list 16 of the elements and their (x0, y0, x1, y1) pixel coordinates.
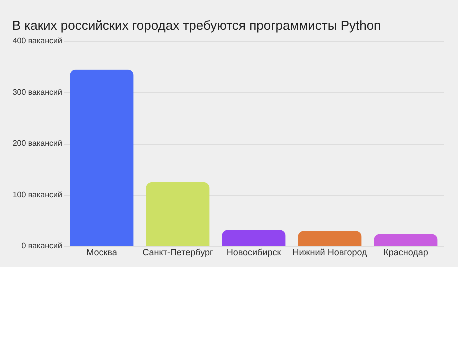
bar (374, 234, 438, 246)
bar (222, 230, 286, 246)
x-tick-label: Новосибирск (226, 248, 282, 258)
bar (146, 182, 210, 246)
x-tick-label: Краснодар (384, 248, 428, 258)
bar (70, 70, 134, 246)
y-tick-label: 0 вакансий (22, 242, 62, 250)
y-tick-label: 300 вакансий (12, 88, 62, 97)
x-tick-label: Нижний Новгород (292, 248, 368, 258)
chart-title: В каких российских городах требуются программисты Python (12, 18, 382, 33)
x-tick-label: Москва (86, 248, 118, 258)
y-tick-label: 100 вакансий (12, 190, 62, 200)
bar (298, 231, 362, 246)
y-tick-label: 200 вакансий (12, 139, 62, 148)
y-tick-label: 400 вакансий (12, 36, 62, 46)
x-tick-label: Санкт-Петербург (142, 248, 214, 258)
